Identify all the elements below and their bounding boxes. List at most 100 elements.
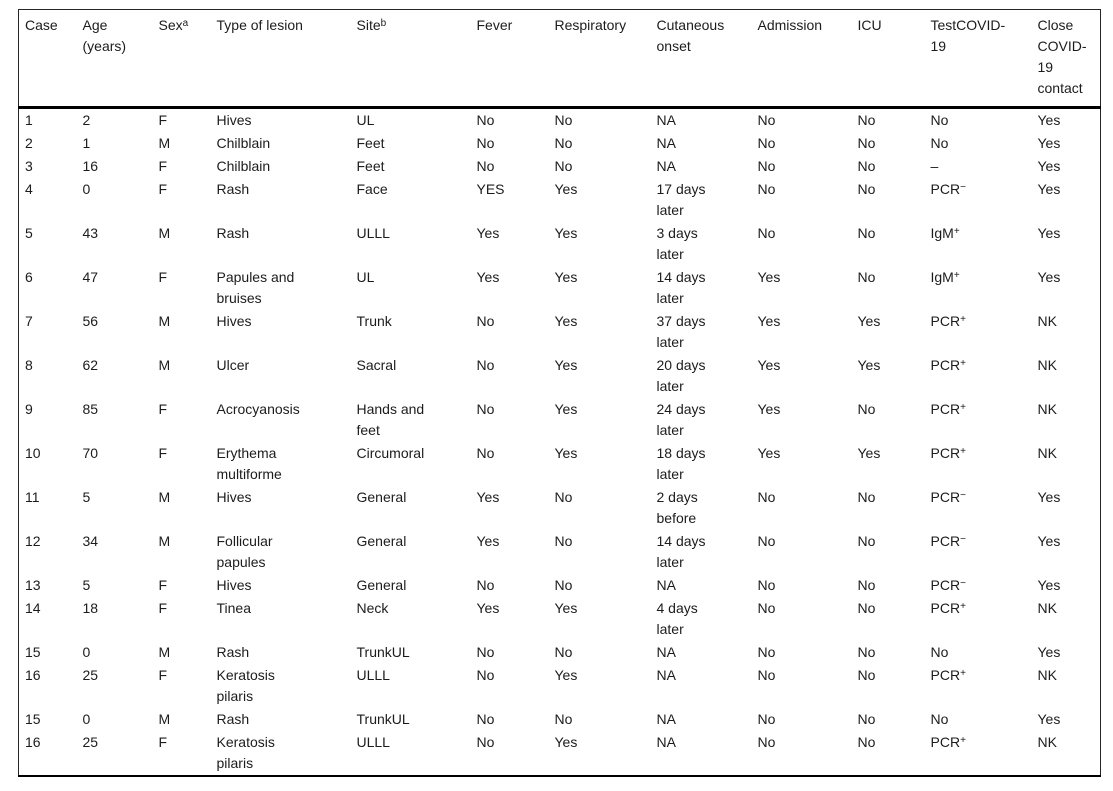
table-cell: 2 bbox=[82, 112, 91, 128]
table-cell: No bbox=[857, 667, 876, 683]
superscript: + bbox=[960, 601, 966, 612]
table-cell: PCR+ bbox=[930, 357, 966, 373]
table-cell: NK bbox=[1037, 667, 1057, 683]
table-cell: Yes bbox=[857, 357, 881, 373]
table-cell: 2 bbox=[25, 135, 33, 151]
table-header: Case Age (years) Sexa Type of lesion Siteb Fe… bbox=[18, 9, 1101, 109]
table-cell: 10 bbox=[25, 445, 41, 461]
table-cell: Yes bbox=[554, 269, 578, 285]
table-cell: Papules and bruises bbox=[216, 269, 295, 306]
table-row: 2 1 M Chilblain Feet No No NA No No No Yes bbox=[19, 132, 1101, 155]
table-cell: 16 bbox=[25, 734, 41, 750]
table-cell: Hands and feet bbox=[356, 401, 425, 438]
table-cell: No bbox=[554, 644, 573, 660]
table-cell: Yes bbox=[757, 357, 781, 373]
table-cell: NA bbox=[656, 135, 676, 151]
table-cell: General bbox=[356, 533, 407, 549]
table-cell: PCR− bbox=[930, 181, 966, 197]
table-cell: No bbox=[757, 600, 776, 616]
table-cell: No bbox=[476, 158, 495, 174]
table-cell: Hives bbox=[216, 313, 252, 329]
table-cell: Yes bbox=[554, 225, 578, 241]
table-cell: Tinea bbox=[216, 600, 252, 616]
table-cell: Yes bbox=[476, 600, 500, 616]
table-cell: No bbox=[757, 489, 776, 505]
table-cell: 62 bbox=[82, 357, 99, 373]
table-cell: PCR+ bbox=[930, 401, 966, 417]
table-cell: PCR+ bbox=[930, 600, 966, 616]
table-cell: Chilblain bbox=[216, 158, 271, 174]
table-cell: No bbox=[857, 112, 876, 128]
superscript: + bbox=[953, 226, 960, 237]
table-row: 14 18 F Tinea Neck Yes Yes 4 days later No No PCR+… bbox=[19, 597, 1101, 641]
table-cell: Ulcer bbox=[216, 357, 250, 373]
table-cell: Yes bbox=[1037, 269, 1061, 285]
table-cell: PCR+ bbox=[930, 313, 966, 329]
table-cell: UL bbox=[356, 269, 375, 285]
table-cell: 16 bbox=[25, 667, 41, 683]
table-cell: 24 days later bbox=[656, 401, 706, 438]
table-cell: 15 bbox=[25, 644, 41, 660]
table-cell: M bbox=[158, 644, 171, 660]
superscript: + bbox=[960, 314, 966, 325]
table-cell: ULLL bbox=[356, 734, 390, 750]
table-row: 4 0 F Rash Face YES Yes 17 days later No No PCR− Ye… bbox=[19, 178, 1101, 222]
superscript: − bbox=[960, 490, 966, 501]
table-cell: NK bbox=[1037, 600, 1057, 616]
table-cell: NA bbox=[656, 734, 676, 750]
table-cell: PCR+ bbox=[930, 667, 966, 683]
column-header: Fever bbox=[476, 9, 555, 109]
table-cell: NA bbox=[656, 577, 676, 593]
table-cell: NK bbox=[1037, 401, 1057, 417]
table-cell: No bbox=[476, 112, 495, 128]
table-cell: Circumoral bbox=[356, 445, 425, 461]
table-cell: 0 bbox=[82, 711, 91, 727]
table-cell: No bbox=[476, 357, 495, 373]
superscript: − bbox=[960, 182, 966, 193]
table-cell: 16 bbox=[82, 158, 99, 174]
column-header: Respiratory bbox=[554, 9, 657, 109]
table-cell: 56 bbox=[82, 313, 99, 329]
table-cell: Hives bbox=[216, 577, 252, 593]
table-cell: PCR− bbox=[930, 489, 966, 505]
table-cell: No bbox=[757, 667, 776, 683]
table-cell: ULLL bbox=[356, 667, 390, 683]
table-cell: Yes bbox=[476, 225, 500, 241]
table-cell: No bbox=[554, 533, 573, 549]
cases-table: Case Age (years) Sexa Type of lesion Siteb Fe… bbox=[18, 9, 1101, 777]
table-cell: 3 days later bbox=[656, 225, 698, 262]
table-cell: Yes bbox=[1037, 181, 1061, 197]
table-row: 13 5 F Hives General No No NA No No PCR− Yes bbox=[19, 574, 1101, 597]
table-cell: No bbox=[554, 112, 573, 128]
table-cell: No bbox=[857, 158, 876, 174]
table-cell: Yes bbox=[476, 269, 500, 285]
table-cell: F bbox=[158, 112, 168, 128]
table-cell: 34 bbox=[82, 533, 99, 549]
table-cell: Acrocyanosis bbox=[216, 401, 300, 417]
table-cell: No bbox=[930, 112, 949, 128]
table-row: 7 56 M Hives Trunk No Yes 37 days later Yes Yes PC… bbox=[19, 310, 1101, 354]
table-cell: Hives bbox=[216, 489, 252, 505]
superscript: + bbox=[960, 446, 966, 457]
table-cell: Rash bbox=[216, 711, 250, 727]
superscript: b bbox=[380, 18, 387, 29]
table-cell: 20 days later bbox=[656, 357, 706, 394]
table-cell: Keratosis pilaris bbox=[216, 734, 275, 771]
table-row: 16 25 F Keratosis pilaris ULLL No Yes NA No No PCR… bbox=[19, 731, 1101, 776]
table-cell: Yes bbox=[757, 401, 781, 417]
table-cell: 14 days later bbox=[656, 269, 706, 306]
table-cell: PCR+ bbox=[930, 445, 966, 461]
table-cell: NK bbox=[1037, 734, 1057, 750]
table-cell: No bbox=[757, 158, 776, 174]
column-header: Case bbox=[18, 9, 83, 109]
table-cell: No bbox=[757, 734, 776, 750]
table-cell: F bbox=[158, 401, 168, 417]
table-row: 6 47 F Papules and bruises UL Yes Yes 14 days l… bbox=[19, 266, 1101, 310]
table-cell: No bbox=[554, 711, 573, 727]
table-cell: No bbox=[476, 644, 495, 660]
column-header: Cutaneous onset bbox=[656, 9, 758, 109]
table-cell: No bbox=[857, 600, 876, 616]
table-cell: M bbox=[158, 489, 171, 505]
table-cell: 18 days later bbox=[656, 445, 706, 482]
